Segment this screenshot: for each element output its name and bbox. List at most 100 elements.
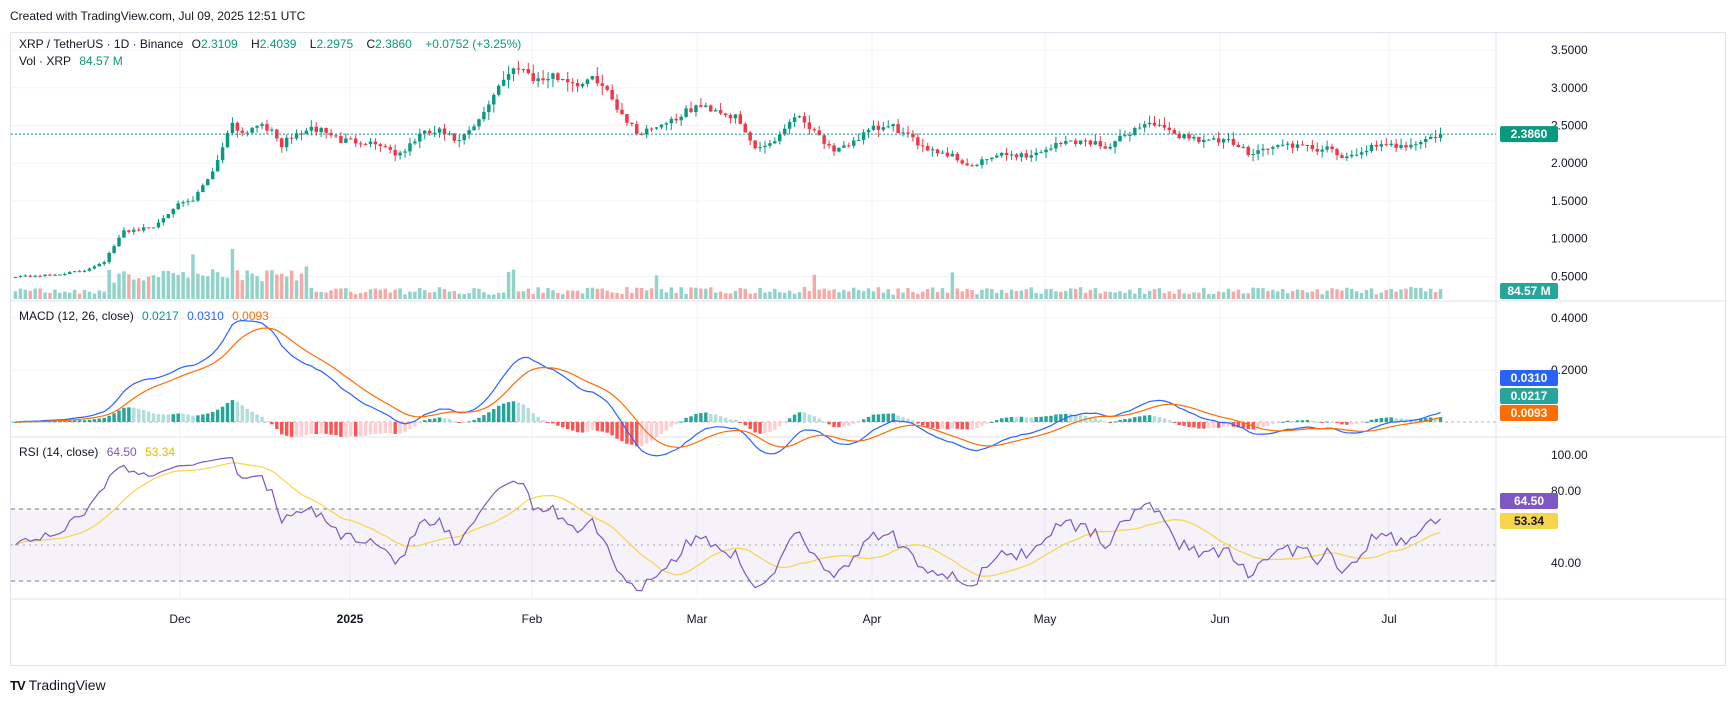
macd-histogram-bar bbox=[1093, 418, 1098, 422]
symbol-label[interactable]: XRP / TetherUS · 1D · Binance bbox=[19, 37, 184, 51]
candle-body bbox=[852, 140, 856, 146]
volume-bar bbox=[758, 287, 762, 299]
volume-bar bbox=[1118, 291, 1122, 299]
chart-canvas[interactable]: 3.5000 3.0000 2.5000 2.0000 1.5000 1.0000 0.50… bbox=[11, 33, 1727, 667]
volume-bar bbox=[344, 288, 348, 299]
last-volume-tag: 84.57 M bbox=[1507, 284, 1550, 298]
volume-bar bbox=[970, 290, 974, 299]
volume-bar bbox=[393, 289, 397, 299]
volume-bar bbox=[975, 294, 979, 299]
candle-body bbox=[1064, 141, 1068, 144]
candle-body bbox=[1266, 148, 1270, 150]
macd-histogram-bar bbox=[995, 420, 999, 422]
change-value: +0.0752 (+3.25%) bbox=[425, 37, 522, 51]
macd-histogram-bar bbox=[413, 422, 417, 427]
candle-body bbox=[511, 68, 516, 74]
volume-bar bbox=[349, 291, 353, 299]
candle-body bbox=[615, 99, 619, 110]
macd-histogram-bar bbox=[822, 421, 826, 423]
candle-body bbox=[768, 143, 772, 146]
volume-bar bbox=[496, 292, 501, 299]
volume-bar bbox=[1088, 289, 1093, 299]
macd-histogram-bar bbox=[344, 422, 348, 437]
candle-body bbox=[432, 132, 437, 134]
volume-bar bbox=[1226, 288, 1231, 299]
macd-histogram-bar bbox=[1315, 421, 1319, 423]
macd-histogram-bar bbox=[906, 418, 910, 422]
macd-histogram-bar bbox=[1221, 422, 1226, 427]
volume-bar bbox=[792, 293, 797, 299]
volume-bar bbox=[1335, 289, 1339, 299]
candle-body bbox=[472, 126, 476, 131]
volume-bar bbox=[1039, 293, 1043, 299]
macd-histogram-bar bbox=[635, 422, 639, 447]
volume-bar bbox=[294, 280, 299, 299]
candle-body bbox=[1438, 134, 1443, 139]
macd-histogram-bar bbox=[383, 422, 388, 434]
volume-bar bbox=[58, 292, 62, 299]
volume-bar bbox=[235, 270, 240, 299]
macd-histogram-bar bbox=[294, 422, 299, 437]
candle-body bbox=[1389, 143, 1393, 146]
volume-bar bbox=[53, 289, 57, 299]
macd-histogram-bar bbox=[196, 415, 200, 422]
macd-histogram-bar bbox=[630, 422, 634, 445]
volume-bar bbox=[1049, 288, 1053, 299]
candle-body bbox=[807, 122, 812, 130]
tradingview-brand[interactable]: TV TradingView bbox=[10, 677, 106, 693]
volume-bar bbox=[151, 275, 156, 299]
macd-histogram-bar bbox=[511, 401, 516, 422]
volume-bar bbox=[270, 270, 274, 299]
volume-bar bbox=[23, 289, 28, 299]
candle-body bbox=[1133, 128, 1137, 135]
macd-histogram-bar bbox=[1350, 422, 1354, 425]
chart-frame[interactable]: 3.5000 3.0000 2.5000 2.0000 1.5000 1.0000 0.50… bbox=[10, 32, 1727, 667]
candle-body bbox=[1123, 135, 1127, 137]
candle-body bbox=[1325, 146, 1329, 150]
macd-histogram-bar bbox=[782, 422, 787, 423]
low-value: 2.2975 bbox=[316, 37, 354, 51]
candle-body bbox=[1251, 153, 1255, 155]
macd-histogram-bar bbox=[368, 422, 373, 435]
macd-histogram-bar bbox=[1118, 420, 1122, 422]
candle-body bbox=[856, 139, 861, 141]
macd-histogram-bar bbox=[1374, 418, 1379, 422]
macd-histogram-bar bbox=[832, 422, 836, 427]
candle-body bbox=[837, 147, 841, 152]
macd-histogram-bar bbox=[53, 421, 57, 423]
volume-bar bbox=[18, 288, 23, 299]
candle-body bbox=[1428, 136, 1433, 139]
macd-histogram-bar bbox=[13, 422, 18, 423]
candle-body bbox=[536, 78, 540, 82]
candle-body bbox=[339, 136, 343, 143]
macd-label[interactable]: MACD (12, 26, close) bbox=[19, 309, 134, 323]
chart-caption: Created with TradingView.com, Jul 09, 20… bbox=[10, 9, 306, 23]
volume-bar bbox=[891, 294, 895, 299]
macd-histogram-bar bbox=[1256, 422, 1260, 429]
candle-body bbox=[1177, 133, 1181, 139]
macd-histogram-bar bbox=[1310, 420, 1315, 422]
candle-body bbox=[1246, 146, 1250, 155]
macd-histogram-bar bbox=[1142, 415, 1147, 422]
volume-bar bbox=[960, 291, 964, 299]
candle-body bbox=[102, 262, 106, 264]
candle-body bbox=[97, 263, 102, 267]
macd-histogram-bar bbox=[393, 422, 397, 434]
volume-value: 84.57 M bbox=[79, 54, 123, 68]
rsi-label[interactable]: RSI (14, close) bbox=[19, 445, 99, 459]
volume-bar bbox=[220, 276, 225, 299]
macd-histogram-bar bbox=[1354, 422, 1359, 424]
candle-body bbox=[72, 271, 77, 273]
volume-label[interactable]: Vol · XRP bbox=[19, 54, 72, 68]
macd-histogram-bar bbox=[117, 410, 121, 422]
macd-histogram-bar bbox=[1098, 419, 1103, 422]
macd-histogram-bar bbox=[339, 422, 343, 437]
time-tick-label: Jun bbox=[1210, 612, 1229, 626]
macd-histogram-bar bbox=[220, 406, 225, 422]
macd-histogram-bar bbox=[1068, 413, 1073, 422]
volume-bar bbox=[506, 271, 511, 299]
macd-histogram-bar bbox=[733, 419, 738, 422]
rsi-tick-label: 100.00 bbox=[1551, 448, 1588, 462]
macd-histogram-bar bbox=[1103, 421, 1107, 423]
macd-histogram-bar bbox=[713, 414, 718, 422]
